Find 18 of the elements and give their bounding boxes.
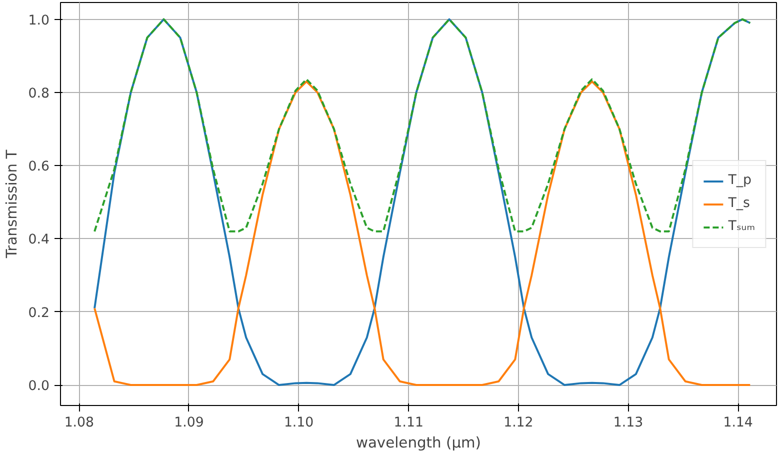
y-tick-label: 0.6 — [28, 160, 50, 175]
y-tick-label: 0.4 — [28, 232, 50, 248]
legend-label: T_s — [728, 196, 750, 211]
y-tick-label: 1.0 — [28, 13, 50, 28]
x-axis-title: wavelength (µm) — [356, 434, 482, 452]
x-tick-label: 1.13 — [613, 416, 644, 430]
y-tick-label: 0.8 — [28, 86, 50, 102]
y-axis-title: Transmission T — [3, 150, 20, 260]
x-tick-label: 1.09 — [174, 416, 204, 430]
y-tick-label: 0.2 — [28, 306, 50, 321]
x-tick-label: 1.12 — [504, 416, 534, 430]
y-tick-label: 0.0 — [28, 379, 50, 394]
legend-label: T_p — [728, 173, 752, 188]
x-tick-label: 1.11 — [394, 416, 424, 430]
x-tick-label: 1.10 — [284, 416, 314, 430]
legend-label: Tₛᵤₘ — [728, 219, 755, 234]
x-tick-label: 1.14 — [723, 416, 753, 430]
x-tick-label: 1.08 — [64, 416, 94, 430]
